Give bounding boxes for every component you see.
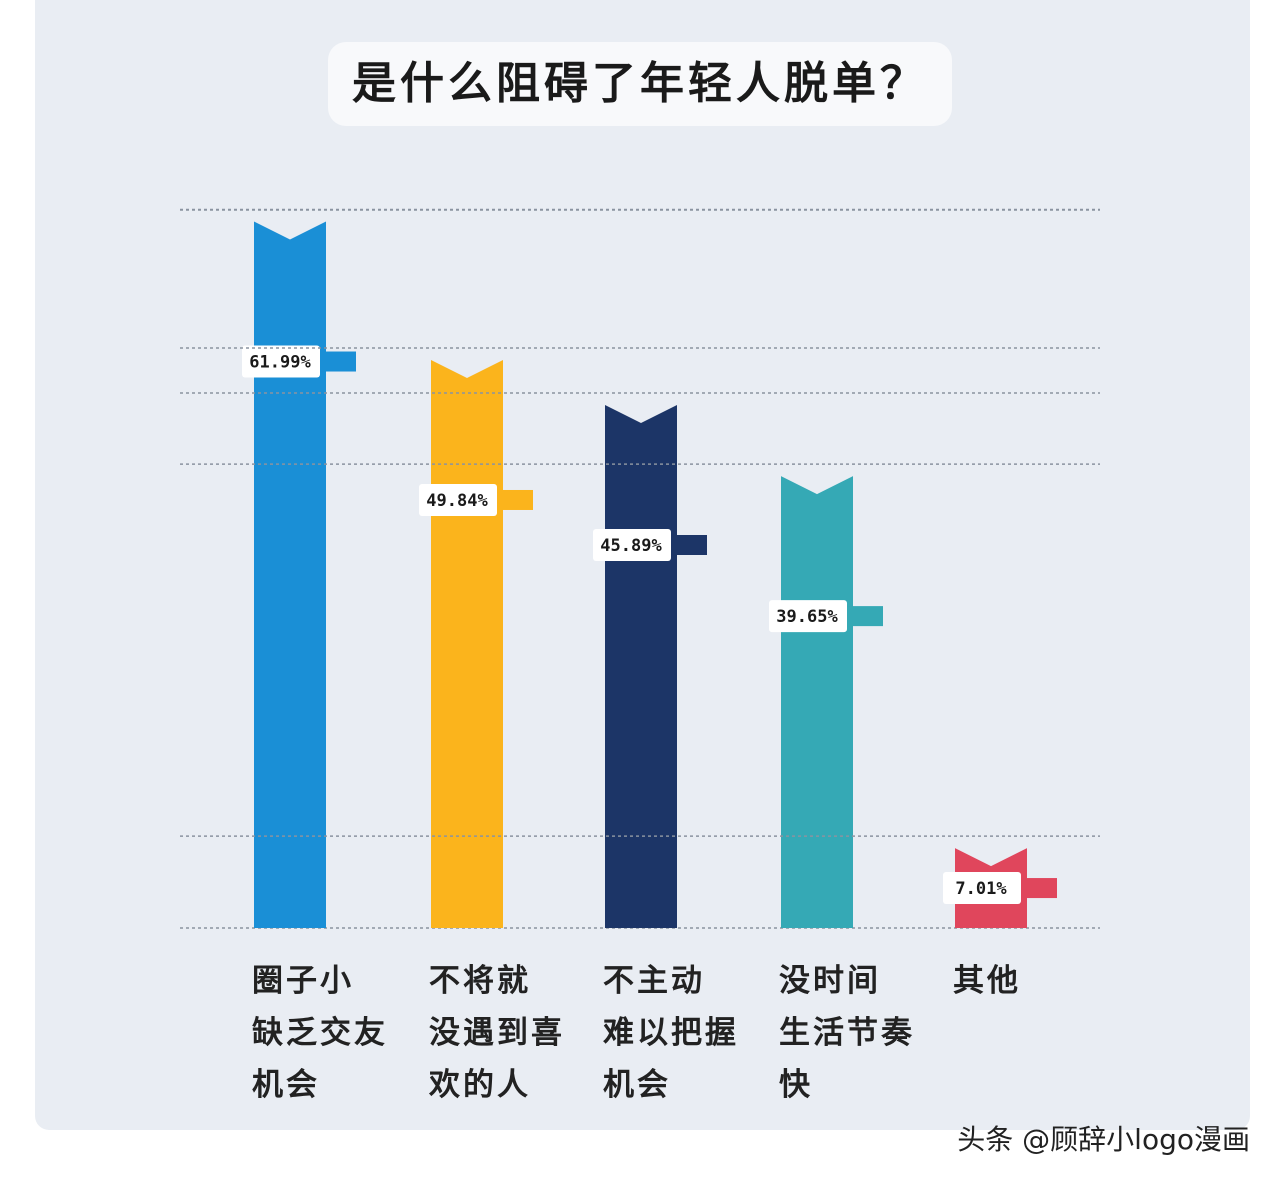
label-box — [943, 872, 1021, 905]
x-tick-label: 没时间 生活节奏 快 — [779, 963, 915, 1103]
x-tick-label: 其他 — [953, 963, 1021, 999]
label-tab — [495, 489, 533, 510]
label-box — [769, 600, 847, 633]
label-tab — [845, 606, 883, 627]
x-tick-label: 圈子小 缺乏交友 机会 — [252, 963, 388, 1103]
bar — [781, 476, 853, 928]
x-tick-label: 不主动 难以把握 机会 — [603, 963, 739, 1103]
value-label: 39.65% — [776, 607, 838, 627]
label-tab — [1019, 878, 1057, 899]
label-box — [419, 483, 497, 516]
label-tab — [669, 534, 707, 555]
watermark: 头条 @顾辞小logo漫画 — [957, 1123, 1250, 1156]
bar — [254, 221, 326, 928]
label-box — [242, 345, 320, 378]
x-tick-label: 不将就 没遇到喜 欢的人 — [429, 963, 565, 1103]
value-label: 7.01% — [955, 879, 1007, 899]
label-box — [593, 528, 671, 561]
value-label: 45.89% — [600, 536, 662, 556]
label-tab — [318, 351, 356, 372]
bar — [431, 359, 503, 929]
bar — [605, 404, 677, 928]
chart-title: 是什么阻碍了年轻人脱单？ — [328, 42, 952, 126]
value-label: 61.99% — [249, 353, 311, 373]
value-label: 49.84% — [426, 491, 488, 511]
